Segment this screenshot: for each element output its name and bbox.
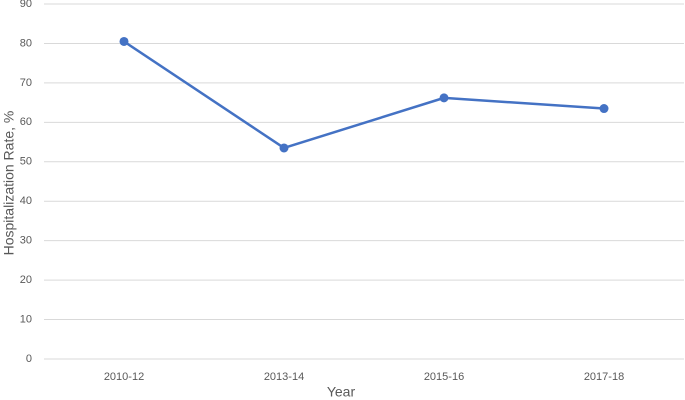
y-tick-label: 40 bbox=[20, 195, 32, 207]
x-axis-title: Year bbox=[327, 384, 356, 400]
y-tick-label: 50 bbox=[20, 156, 32, 168]
data-line bbox=[123, 40, 605, 150]
x-tick-label: 2017-18 bbox=[584, 371, 624, 383]
data-point bbox=[279, 143, 289, 153]
y-tick-label: 90 bbox=[20, 0, 32, 10]
y-tick-label: 70 bbox=[20, 77, 32, 89]
x-tick-label: 2010-12 bbox=[104, 371, 144, 383]
data-point bbox=[439, 93, 449, 103]
x-tick-label: 2013-14 bbox=[264, 371, 304, 383]
data-point bbox=[119, 36, 129, 46]
y-tick-label: 80 bbox=[20, 37, 32, 49]
y-tick-label: 60 bbox=[20, 116, 32, 128]
y-tick-label: 20 bbox=[20, 274, 32, 286]
data-point bbox=[599, 104, 609, 114]
y-axis-title: Hospitalization Rate, % bbox=[1, 111, 17, 256]
x-tick-label: 2015-16 bbox=[424, 371, 464, 383]
y-tick-label: 0 bbox=[26, 353, 32, 365]
y-tick-label: 10 bbox=[20, 313, 32, 325]
y-tick-label: 30 bbox=[20, 235, 32, 247]
